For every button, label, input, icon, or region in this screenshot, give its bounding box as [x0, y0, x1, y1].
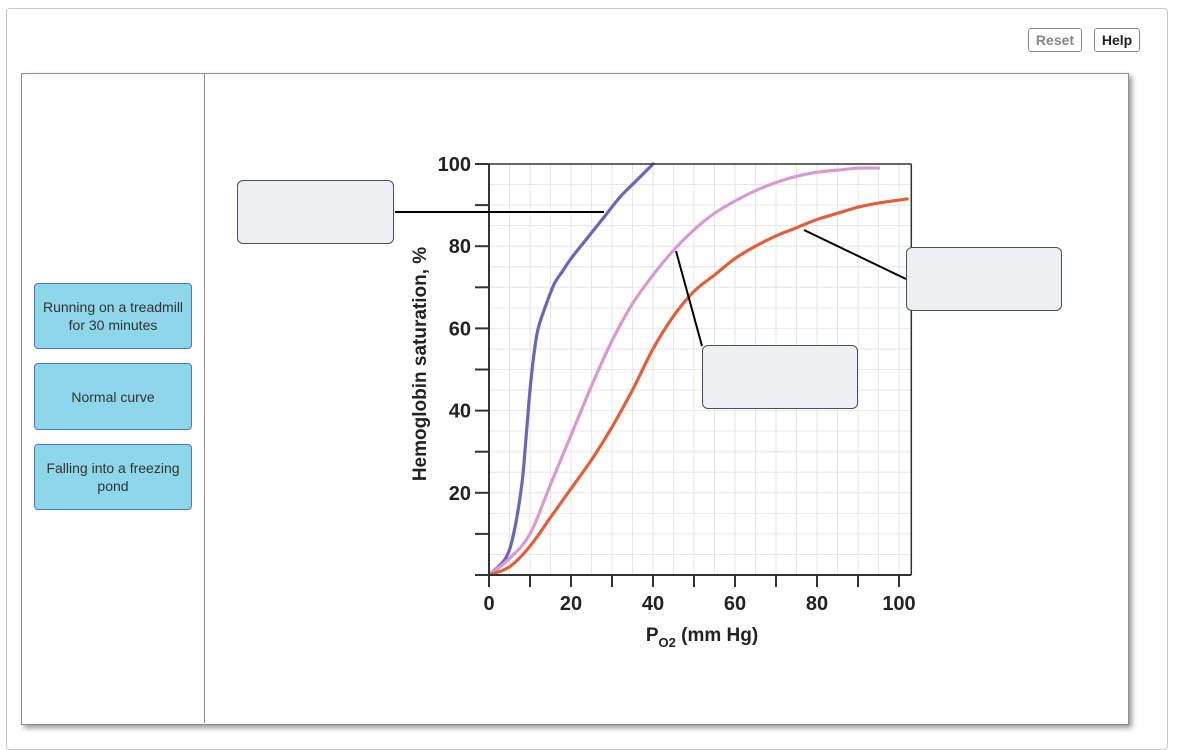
- label-normal-curve[interactable]: Normal curve: [34, 363, 192, 430]
- chart-axes: [475, 163, 913, 587]
- leader-lines: [395, 211, 907, 347]
- reset-button[interactable]: Reset: [1028, 28, 1082, 52]
- drop-target-2[interactable]: [702, 345, 858, 409]
- x-axis-label-unit: (mm Hg): [676, 625, 758, 646]
- leader-line-2: [675, 250, 703, 347]
- y-axis-label: Hemoglobin saturation, %: [410, 247, 431, 481]
- help-button[interactable]: Help: [1094, 28, 1140, 52]
- y-tick-label: 80: [449, 236, 471, 258]
- oxygen-hemoglobin-chart: 20 40 60 80 100 0 20 40 60 80 100 Hemoglobin satur…: [395, 154, 916, 650]
- y-tick-label: 20: [449, 483, 471, 505]
- x-axis-label: PO2 (mm Hg): [646, 625, 758, 650]
- dissociation-curve-1: [487, 162, 655, 577]
- label-running-treadmill[interactable]: Running on a treadmill for 30 minutes: [34, 283, 192, 349]
- y-tick-label: 100: [438, 154, 471, 176]
- drop-target-3[interactable]: [906, 247, 1062, 311]
- x-axis-label-subscript: O2: [659, 635, 676, 650]
- chart-tick-labels: 20 40 60 80 100 0 20 40 60 80 100: [438, 154, 916, 615]
- label-bank-divider: [204, 73, 205, 723]
- leader-line-3: [803, 229, 907, 280]
- y-tick-label: 40: [449, 401, 471, 423]
- dissociation-curve-2: [487, 166, 881, 577]
- x-axis-label-main: P: [646, 625, 659, 646]
- x-tick-label: 80: [806, 593, 828, 615]
- drop-target-1[interactable]: [237, 180, 394, 244]
- x-tick-label: 0: [483, 593, 494, 615]
- y-tick-label: 60: [449, 318, 471, 340]
- x-tick-label: 20: [560, 593, 582, 615]
- x-tick-label: 40: [642, 593, 664, 615]
- dissociation-curve-3: [487, 197, 909, 577]
- x-tick-label: 60: [724, 593, 746, 615]
- x-tick-label: 100: [882, 593, 915, 615]
- label-freezing-pond[interactable]: Falling into a freezing pond: [34, 444, 192, 510]
- chart-curves: [487, 162, 909, 577]
